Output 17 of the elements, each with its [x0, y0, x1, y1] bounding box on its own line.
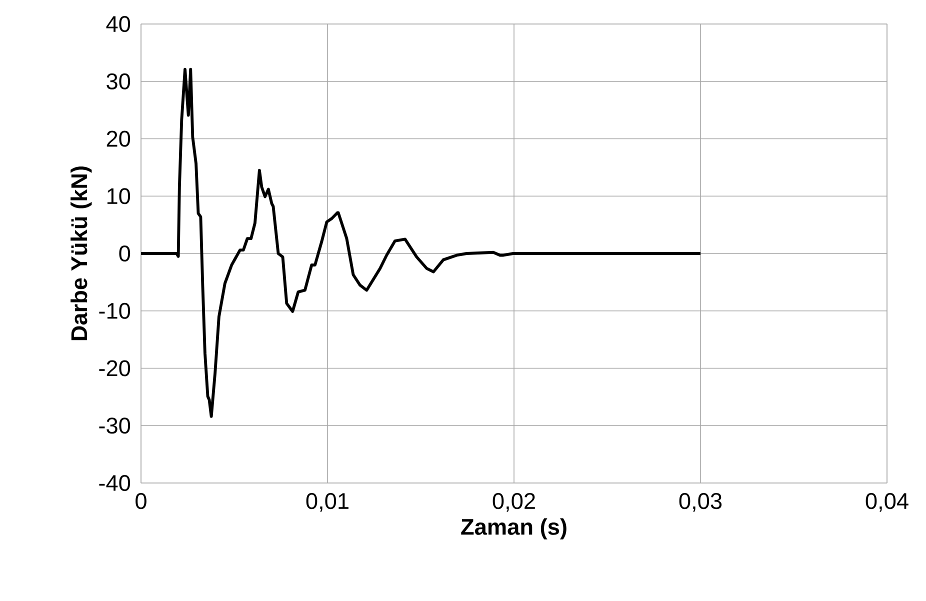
- y-tick-label: -20: [99, 360, 130, 376]
- line-series: [141, 68, 702, 418]
- x-tick-label: 0,02: [492, 493, 535, 512]
- x-axis-title: Zaman (s): [461, 518, 566, 540]
- x-tick-label: 0,01: [306, 493, 348, 512]
- y-tick-label: -10: [99, 302, 130, 319]
- y-tick-label: 20: [106, 130, 130, 147]
- y-tick-label: -40: [99, 474, 130, 492]
- y-tick-label: 40: [106, 16, 130, 32]
- x-tick-label: 0: [136, 493, 146, 510]
- y-tick-label: -30: [99, 418, 130, 434]
- x-tick-label: 0,04: [866, 493, 908, 512]
- y-tick-label: 10: [107, 188, 130, 204]
- y-axis-title: Darbe Yükü (kN): [70, 166, 92, 340]
- x-tick-label: 0,03: [679, 493, 722, 512]
- y-tick-label: 0: [119, 245, 130, 262]
- y-tick-label: 30: [106, 73, 130, 90]
